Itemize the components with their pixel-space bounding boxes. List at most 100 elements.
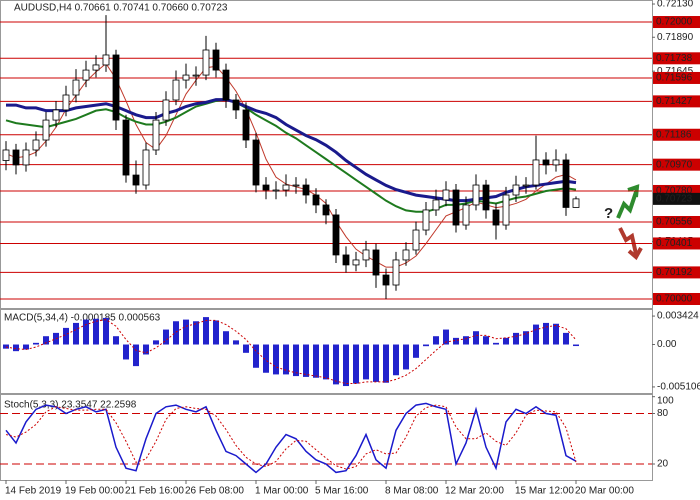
candle-body: [152, 119, 160, 151]
macd-bar: [103, 317, 109, 345]
y-tick-label: -0.005106: [657, 382, 700, 393]
stoch-panel: [0, 394, 653, 481]
up-arrow: [616, 191, 638, 219]
macd-bar: [3, 344, 9, 349]
candle-body: [72, 79, 80, 96]
macd-bar: [293, 344, 299, 377]
macd-bar: [563, 332, 569, 345]
macd-bar: [83, 319, 89, 345]
candle-body: [112, 54, 120, 121]
level-label-box: [653, 215, 700, 228]
macd-bar: [433, 336, 439, 345]
up-arrow-head: [627, 184, 640, 198]
macd-bar: [423, 344, 429, 347]
chart-title: AUDUSD,H4 0.70661 0.70741 0.70660 0.7072…: [14, 3, 228, 14]
level-label-box: [653, 158, 700, 171]
x-tick-label: 5 Mar 16:00: [315, 486, 369, 497]
forecast-arrows: ?: [604, 184, 643, 261]
stoch-k: [5, 402, 577, 474]
candle-body: [502, 194, 510, 226]
candle-body: [552, 159, 560, 166]
macd-bar: [273, 344, 279, 375]
candle-body: [102, 54, 110, 66]
y-tick-label: 0.72130: [657, 0, 694, 10]
candle-body: [542, 159, 550, 166]
macd-bar: [23, 344, 29, 350]
candle-body: [382, 274, 390, 286]
stoch-title: Stoch(5,3,3) 23.3547 22.2598: [4, 400, 137, 411]
macd-bar: [373, 344, 379, 382]
macd-bar: [353, 344, 359, 384]
level-label: 0.70401: [656, 238, 693, 249]
candle-body: [122, 119, 130, 176]
level-label-box: [653, 52, 700, 65]
level-label: 0.71427: [656, 96, 693, 107]
macd-bar: [113, 336, 119, 345]
candle-body: [432, 199, 440, 211]
candle-body: [192, 74, 200, 77]
macd-bar: [73, 322, 79, 345]
level-label: 0.71738: [656, 53, 693, 64]
candle-body: [92, 64, 100, 71]
candle-body: [342, 254, 350, 266]
macd-bar: [403, 344, 409, 370]
macd-bar: [193, 321, 199, 345]
macd-bar: [93, 318, 99, 345]
candle-body: [372, 249, 380, 276]
macd-bar: [313, 344, 319, 378]
candle-body: [262, 184, 270, 191]
candle-body: [32, 139, 40, 151]
candle-body: [22, 149, 30, 166]
candle-body: [512, 184, 520, 196]
macd-bar: [183, 319, 189, 345]
level-label-box: [653, 95, 700, 108]
macd-bar: [533, 324, 539, 345]
candle-body: [352, 259, 360, 266]
level-label: 0.70780: [656, 186, 693, 197]
macd-bar: [363, 344, 369, 380]
level-label-box: [653, 71, 700, 84]
level-label: 0.70970: [656, 159, 693, 170]
macd-bar: [413, 344, 419, 358]
macd-bar: [223, 331, 229, 345]
candle-body: [272, 189, 280, 192]
moving-average: [6, 98, 577, 203]
macd-bar: [63, 327, 69, 345]
macd-bar: [453, 337, 459, 345]
macd-bar: [43, 336, 49, 345]
x-tick-label: 26 Feb 08:00: [185, 486, 244, 497]
candle-body: [522, 184, 530, 187]
y-tick-label: 80: [657, 408, 669, 419]
macd-bar: [263, 344, 269, 373]
candle-body: [282, 184, 290, 191]
level-label-box: [653, 16, 700, 29]
candle-body: [162, 99, 170, 121]
macd-bar: [343, 344, 349, 387]
candle-body: [562, 159, 570, 208]
moving-average: [5, 98, 577, 213]
candle-body: [332, 214, 340, 256]
candle-body: [462, 204, 470, 226]
x-tick-label: 8 Mar 08:00: [385, 486, 439, 497]
current-price-box: [653, 192, 700, 205]
candle-body: [252, 139, 260, 186]
macd-bar: [163, 329, 169, 345]
down-arrow: [618, 227, 638, 255]
candle-body: [292, 184, 300, 187]
level-label: 0.70192: [656, 267, 693, 278]
candle-body: [142, 149, 150, 186]
candle-body: [62, 94, 70, 111]
level-label: 0.71596: [656, 73, 693, 84]
level-label: 0.72000: [656, 17, 693, 28]
x-tick-label: 21 Feb 16:00: [125, 486, 184, 497]
stoch-d: [5, 404, 577, 470]
candle-body: [12, 149, 20, 166]
y-tick-label: 20: [657, 459, 669, 470]
x-tick-label: 12 Mar 20:00: [445, 486, 504, 497]
level-label: 0.70000: [656, 294, 693, 305]
macd-bar: [483, 336, 489, 345]
moving-average: [5, 62, 577, 268]
y-tick-label: 0.003424: [657, 311, 699, 322]
candle-body: [82, 69, 90, 81]
